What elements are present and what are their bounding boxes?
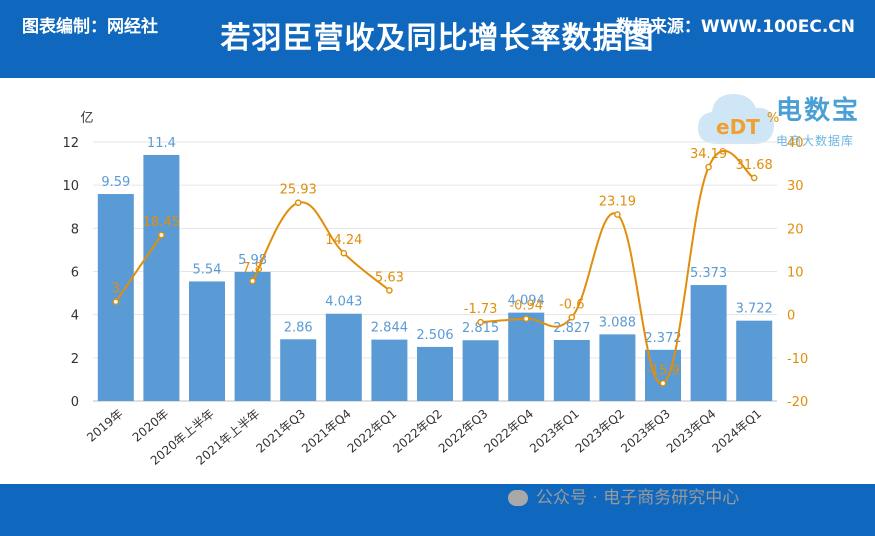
wechat-icon bbox=[508, 490, 528, 506]
logo-mark-text: eDT bbox=[716, 115, 760, 139]
category-label: 2020年 bbox=[130, 407, 172, 445]
left-tick-label: 0 bbox=[71, 395, 79, 410]
bar-value-label: 3.722 bbox=[736, 302, 773, 317]
wechat-watermark: 公众号 · 电子商务研究中心 bbox=[508, 484, 739, 514]
bar bbox=[325, 313, 362, 401]
right-tick-label: 30 bbox=[787, 179, 804, 194]
line-value-label: -1.73 bbox=[464, 302, 498, 317]
bar-value-label: 11.4 bbox=[147, 136, 176, 151]
category-label: 2024年Q1 bbox=[709, 407, 764, 456]
right-tick-label: 20 bbox=[787, 222, 804, 237]
line-point bbox=[249, 277, 256, 285]
line-value-label: 34.19 bbox=[690, 147, 727, 162]
bar bbox=[508, 312, 545, 401]
category-label: 2019年 bbox=[84, 407, 126, 445]
right-tick-label: -10 bbox=[787, 352, 808, 367]
bar-value-label: 2.372 bbox=[644, 331, 681, 346]
left-tick-label: 6 bbox=[71, 266, 79, 281]
line-value-label: 31.68 bbox=[736, 158, 773, 173]
bar bbox=[97, 194, 134, 401]
line-point bbox=[614, 211, 621, 218]
line-value-label: -15.9 bbox=[646, 363, 680, 378]
line-point bbox=[386, 287, 393, 294]
line-point bbox=[522, 315, 530, 323]
bar-value-label: 2.827 bbox=[553, 321, 590, 336]
line-value-label: 3 bbox=[112, 282, 120, 297]
right-tick-label: 0 bbox=[787, 309, 795, 324]
bar bbox=[280, 339, 317, 401]
line-value-label: 5.63 bbox=[375, 270, 404, 285]
bar bbox=[417, 346, 453, 401]
category-label: 2022年Q2 bbox=[390, 407, 445, 456]
category-label: 2023年Q1 bbox=[527, 407, 582, 456]
bar-value-label: 4.094 bbox=[508, 294, 545, 309]
line-point bbox=[294, 199, 302, 207]
line-point bbox=[659, 380, 667, 387]
bar bbox=[371, 339, 408, 401]
footer-source-left: 图表编制：网经社 bbox=[22, 17, 158, 37]
line-point bbox=[340, 249, 348, 257]
bar bbox=[599, 334, 636, 401]
bar bbox=[645, 349, 681, 401]
growth-line bbox=[114, 234, 163, 303]
right-tick-label: 40 bbox=[787, 136, 804, 151]
header-bar bbox=[0, 0, 875, 78]
bar-value-label: 5.54 bbox=[193, 262, 222, 277]
category-label: 2021年Q4 bbox=[299, 407, 354, 456]
bar bbox=[462, 340, 499, 401]
line-value-label: 14.24 bbox=[325, 233, 362, 248]
category-label: 2023年Q2 bbox=[573, 407, 628, 456]
bar-value-label: 3.088 bbox=[599, 315, 636, 330]
growth-line bbox=[251, 201, 391, 292]
category-label: 2022年Q3 bbox=[436, 407, 491, 456]
bar-value-label: 2.844 bbox=[371, 321, 408, 336]
left-tick-label: 10 bbox=[62, 179, 79, 194]
bar-value-label: 2.506 bbox=[416, 328, 453, 343]
line-value-label: 23.19 bbox=[599, 195, 636, 210]
bar-value-label: 9.59 bbox=[101, 175, 130, 190]
line-value-label: 25.93 bbox=[280, 183, 317, 198]
bar bbox=[690, 285, 727, 401]
line-value-label: 18.45 bbox=[143, 215, 180, 230]
right-axis-unit: % bbox=[767, 111, 779, 126]
wechat-watermark-text: 公众号 · 电子商务研究中心 bbox=[536, 488, 740, 508]
category-label: 2023年Q3 bbox=[618, 407, 673, 456]
left-tick-label: 4 bbox=[71, 309, 79, 324]
bar-value-label: 2.815 bbox=[462, 321, 499, 336]
line-point bbox=[158, 231, 165, 239]
bar bbox=[553, 339, 590, 401]
bar bbox=[189, 281, 225, 401]
footer-source-right: 数据来源：WWW.100EC.CN bbox=[615, 17, 855, 37]
edt-logo-icon: eDT bbox=[698, 94, 774, 144]
left-axis-unit: 亿 bbox=[80, 111, 93, 126]
right-tick-label: 10 bbox=[787, 266, 804, 281]
bar bbox=[736, 320, 773, 401]
line-point bbox=[477, 318, 484, 326]
category-label: 2021年Q3 bbox=[253, 407, 308, 456]
bar-value-label: 4.043 bbox=[325, 295, 362, 310]
line-value-label: -0.6 bbox=[559, 297, 584, 312]
category-label: 2022年Q1 bbox=[345, 407, 400, 456]
footer-bar bbox=[0, 484, 875, 536]
category-label: 2023年Q4 bbox=[664, 407, 719, 456]
bar-value-label: 2.86 bbox=[284, 320, 313, 335]
logo-sub-text: 电商大数据库 bbox=[776, 134, 855, 148]
left-tick-label: 2 bbox=[71, 352, 79, 367]
line-value-label: 7.8 bbox=[242, 261, 263, 276]
left-tick-label: 12 bbox=[62, 136, 79, 151]
bar bbox=[234, 271, 271, 401]
line-point bbox=[705, 163, 712, 171]
logo-brand-text: 电数宝 bbox=[776, 96, 861, 126]
line-point bbox=[568, 313, 576, 321]
right-tick-label: -20 bbox=[787, 395, 808, 410]
category-label: 2022年Q4 bbox=[481, 407, 536, 456]
line-point bbox=[112, 298, 120, 306]
left-tick-label: 8 bbox=[71, 222, 79, 237]
line-point bbox=[750, 174, 758, 182]
bar-value-label: 5.373 bbox=[690, 266, 727, 281]
bar bbox=[143, 154, 180, 401]
line-value-label: -0.94 bbox=[509, 299, 543, 314]
chart-title: 若羽臣营收及同比增长率数据图 bbox=[220, 21, 655, 56]
